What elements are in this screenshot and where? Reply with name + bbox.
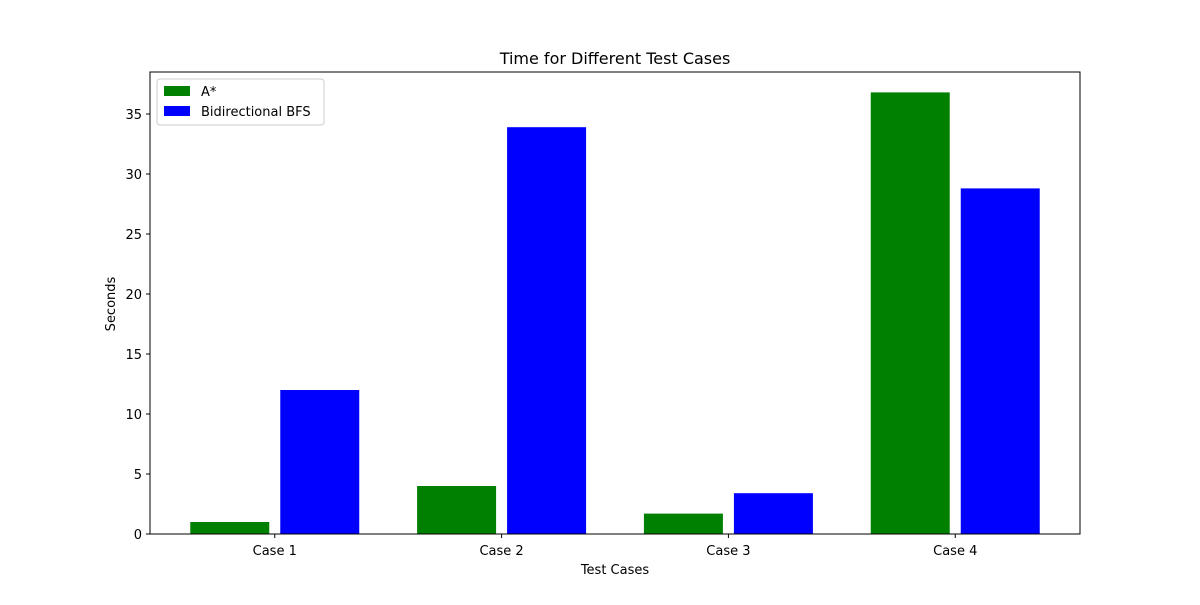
y-tick-label: 20 bbox=[125, 288, 142, 303]
y-tick-label: 0 bbox=[134, 528, 142, 543]
x-tick-label: Case 1 bbox=[253, 544, 297, 559]
bar-bidirectional-bfs-4 bbox=[960, 188, 1040, 534]
y-tick-label: 30 bbox=[125, 168, 142, 183]
legend-box bbox=[156, 78, 325, 126]
y-tick-label: 5 bbox=[134, 468, 142, 483]
y-tick-label: 15 bbox=[125, 348, 142, 363]
x-tick-label: Case 3 bbox=[706, 544, 750, 559]
y-tick-label: 25 bbox=[125, 228, 142, 243]
bar-bidirectional-bfs-3 bbox=[733, 493, 813, 534]
bar-astar-1 bbox=[190, 522, 270, 534]
legend-label: Bidirectional BFS bbox=[201, 105, 311, 120]
bar-astar-2 bbox=[417, 486, 497, 534]
bar-bidirectional-bfs-2 bbox=[507, 127, 587, 534]
legend-swatch bbox=[164, 106, 190, 116]
legend-swatch bbox=[164, 86, 190, 96]
x-tick-label: Case 2 bbox=[479, 544, 523, 559]
y-tick-label: 10 bbox=[125, 408, 142, 423]
x-tick-label: Case 4 bbox=[933, 544, 977, 559]
y-tick-label: 35 bbox=[125, 108, 142, 123]
bar-astar-3 bbox=[643, 513, 723, 534]
y-axis-label: Seconds bbox=[104, 276, 119, 331]
legend: A* Bidirectional BFS bbox=[156, 78, 325, 126]
plot-area: 0 5 10 15 20 25 30 35 Case 1 Case 2 Case 3 Case 4 bbox=[125, 71, 1081, 559]
plot-frame bbox=[149, 71, 1081, 535]
bar-bidirectional-bfs-1 bbox=[280, 390, 360, 534]
bar-astar-4 bbox=[870, 92, 950, 535]
x-axis-label: Test Cases bbox=[580, 563, 650, 578]
legend-label: A* bbox=[201, 85, 217, 100]
chart-title: Time for Different Test Cases bbox=[499, 49, 731, 68]
